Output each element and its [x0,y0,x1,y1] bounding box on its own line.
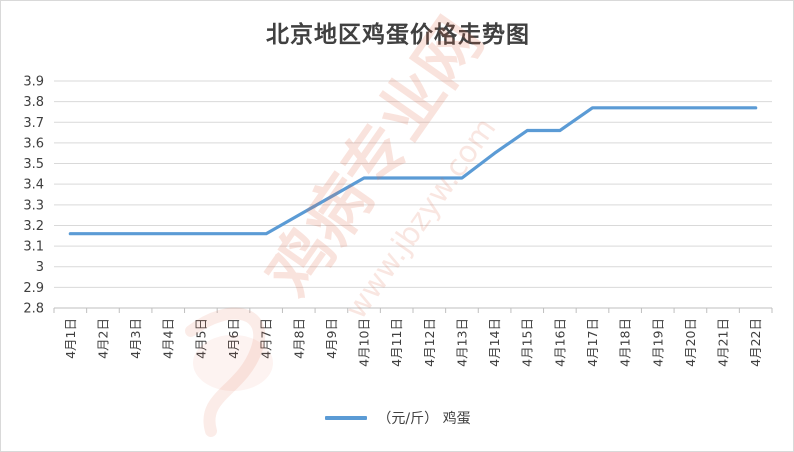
x-tick-label: 4月18日 [618,318,633,367]
x-tick-label: 4月6日 [226,318,241,359]
x-tick-label: 4月20日 [683,318,698,367]
x-tick-label: 4月8日 [291,318,306,359]
x-tick-label: 4月16日 [552,318,567,367]
x-tick-label: 4月4日 [161,318,176,359]
x-tick-label: 4月2日 [95,318,110,359]
x-tick-label: 4月5日 [193,318,208,359]
y-tick-label: 3.7 [23,116,44,131]
y-tick-label: 3.5 [23,157,44,172]
x-tick-label: 4月9日 [324,318,339,359]
series-line [68,106,758,236]
y-tick-label: 3 [36,260,44,275]
y-tick-label: 3.4 [23,178,44,193]
x-tick-label: 4月7日 [259,318,274,359]
x-tick-label: 4月15日 [520,318,535,367]
x-tick-label: 4月1日 [63,318,78,359]
legend-swatch [325,416,368,420]
chart-title: 北京地区鸡蛋价格走势图 [266,22,530,48]
x-tick-label: 4月17日 [585,318,600,367]
x-tick-label: 4月19日 [650,318,665,367]
legend-label: （元/斤） 鸡蛋 [377,411,471,427]
y-tick-label: 2.9 [23,281,44,296]
x-tick-label: 4月10日 [357,318,372,367]
x-tick-label: 4月22日 [748,318,763,367]
y-tick-label: 2.8 [23,302,44,317]
chart-legend: （元/斤） 鸡蛋 [1,408,793,428]
y-tick-label: 3.9 [23,75,44,90]
x-tick-label: 4月11日 [389,318,404,367]
y-tick-label: 3.1 [23,240,44,255]
y-tick-label: 3.3 [23,198,44,213]
x-tick-label: 4月12日 [422,318,437,367]
x-tick-label: 4月3日 [128,318,143,359]
y-tick-label: 3.8 [23,95,44,110]
y-tick-label: 3.2 [23,219,44,234]
x-tick-label: 4月21日 [716,318,731,367]
x-tick-label: 4月13日 [454,318,469,367]
x-tick-label: 4月14日 [487,318,502,367]
y-tick-label: 3.6 [23,136,44,151]
